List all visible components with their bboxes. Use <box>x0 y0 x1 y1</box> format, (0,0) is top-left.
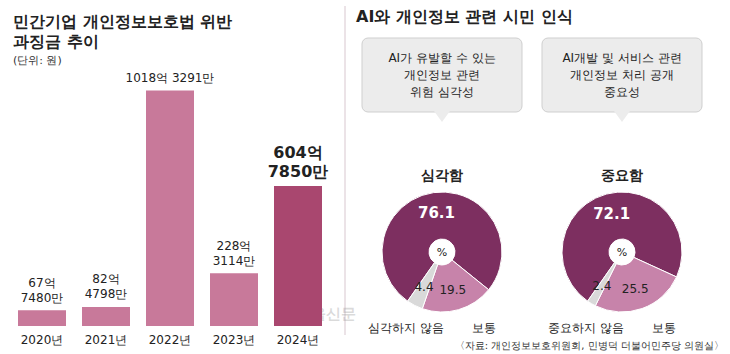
svg-text:76.1: 76.1 <box>418 204 455 222</box>
svg-text:보통: 보통 <box>652 321 676 335</box>
svg-text:AI개발 및 서비스 관련: AI개발 및 서비스 관련 <box>562 51 681 65</box>
svg-text:(단위: 원): (단위: 원) <box>13 54 62 67</box>
svg-text:4798만: 4798만 <box>85 287 128 301</box>
svg-text:개인정보 처리 공개: 개인정보 처리 공개 <box>570 68 674 82</box>
svg-text:%: % <box>617 246 627 259</box>
svg-text:심각함: 심각함 <box>421 167 463 183</box>
svg-text:%: % <box>437 246 447 259</box>
svg-text:228억: 228억 <box>217 239 252 253</box>
svg-text:19.5: 19.5 <box>439 283 466 297</box>
svg-text:82억: 82억 <box>92 272 119 286</box>
svg-text:25.5: 25.5 <box>622 282 649 296</box>
svg-text:4.4: 4.4 <box>414 280 433 294</box>
svg-text:7850만: 7850만 <box>268 162 329 181</box>
svg-text:67억: 67억 <box>28 276 55 290</box>
svg-text:72.1: 72.1 <box>593 205 630 223</box>
svg-text:중요하지 않음: 중요하지 않음 <box>548 321 624 335</box>
svg-text:2021년: 2021년 <box>85 333 128 347</box>
svg-text:2022년: 2022년 <box>149 333 192 347</box>
svg-text:중요함: 중요함 <box>601 167 643 183</box>
svg-text:〈자료: 개인정보보호위원회, 민병덕 더불어민주당 의원실: 〈자료: 개인정보보호위원회, 민병덕 더불어민주당 의원실〉 <box>455 340 724 351</box>
svg-text:2.4: 2.4 <box>592 279 611 293</box>
svg-text:AI가 유발할 수 있는: AI가 유발할 수 있는 <box>388 51 495 65</box>
svg-text:AI와 개인정보 관련 시민 인식: AI와 개인정보 관련 시민 인식 <box>356 7 573 26</box>
svg-text:3114만: 3114만 <box>213 254 256 268</box>
svg-text:중요성: 중요성 <box>604 85 640 99</box>
svg-text:보통: 보통 <box>472 321 496 335</box>
svg-text:7480만: 7480만 <box>21 291 64 305</box>
svg-text:개인정보 관련: 개인정보 관련 <box>404 68 480 82</box>
svg-text:위험 심각성: 위험 심각성 <box>410 85 474 99</box>
svg-text:민간기업 개인정보보호법 위반: 민간기업 개인정보보호법 위반 <box>13 12 232 31</box>
svg-text:2020년: 2020년 <box>21 333 64 347</box>
svg-text:604억: 604억 <box>273 143 322 162</box>
svg-text:2023년: 2023년 <box>213 333 256 347</box>
svg-text:과징금 추이: 과징금 추이 <box>13 32 99 51</box>
svg-text:2024년: 2024년 <box>277 333 320 347</box>
svg-text:1018억 3291만: 1018억 3291만 <box>126 71 215 85</box>
svg-text:서울신문: 서울신문 <box>296 304 356 323</box>
svg-text:심각하지 않음: 심각하지 않음 <box>368 321 444 335</box>
